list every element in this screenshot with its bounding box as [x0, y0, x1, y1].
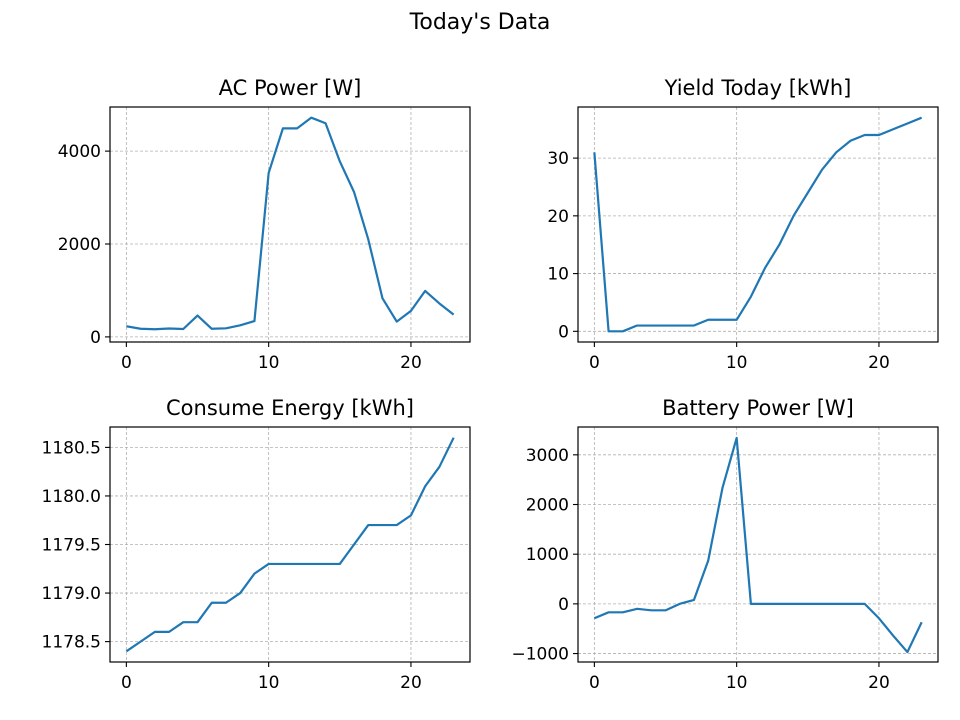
- battery-power-ytick-label-4: 3000: [526, 446, 569, 466]
- battery-power-axes-frame: [577, 426, 939, 663]
- yield-today-ytick-label-0: 0: [558, 322, 569, 342]
- consume-energy-chart: 0 10 20 1178.5 1179.0 1179.5 1180.0 1180.5 Consu…: [42, 396, 471, 693]
- ac-power-ytick-label-0: 0: [90, 328, 101, 348]
- figure-title: Today's Data: [409, 10, 551, 35]
- consume-energy-ytick-label-0: 1178.5: [42, 633, 101, 653]
- ac-power-xtick-label-1: 10: [258, 353, 280, 373]
- consume-energy-ytick-label-4: 1180.5: [42, 438, 101, 458]
- yield-today-chart: 0 10 20 0 10 20 30 Yield Today [kWh]: [547, 76, 939, 373]
- consume-energy-series-line: [125, 437, 455, 653]
- yield-today-ytick-label-1: 10: [547, 265, 569, 285]
- consume-energy-xtick-label-1: 10: [258, 673, 280, 693]
- ac-power-series-line: [126, 116, 455, 331]
- battery-power-chart: 0 10 20 −1000 0 1000 2000 3000 Battery Power [W]: [511, 396, 939, 693]
- ac-power-chart: 0 10 20 0 2000 4000 AC Power [W]: [58, 76, 471, 373]
- ac-power-xtick-label-2: 20: [400, 353, 422, 373]
- battery-power-ytick-label-1: 0: [558, 595, 569, 615]
- yield-today-title: Yield Today [kWh]: [664, 76, 852, 100]
- yield-today-ytick-label-3: 30: [547, 149, 569, 169]
- consume-energy-ytick-label-3: 1180.0: [42, 487, 101, 507]
- consume-energy-xtick-label-2: 20: [400, 673, 422, 693]
- battery-power-xtick-label-1: 10: [726, 673, 748, 693]
- ac-power-title: AC Power [W]: [219, 76, 362, 100]
- yield-today-xtick-label-1: 10: [726, 353, 748, 373]
- battery-power-ytick-label-2: 1000: [526, 545, 569, 565]
- battery-power-ytick-label-0: −1000: [511, 645, 569, 665]
- consume-energy-title: Consume Energy [kWh]: [166, 396, 414, 420]
- consume-energy-ytick-label-1: 1179.0: [42, 584, 101, 604]
- battery-power-xtick-label-0: 0: [589, 673, 600, 693]
- ac-power-ytick-label-1: 2000: [58, 235, 101, 255]
- ac-power-axes-frame: [109, 106, 471, 343]
- yield-today-xtick-label-2: 20: [868, 353, 890, 373]
- yield-today-xtick-label-0: 0: [589, 353, 600, 373]
- consume-energy-ytick-label-2: 1179.5: [42, 536, 101, 556]
- consume-energy-xtick-label-0: 0: [121, 673, 132, 693]
- ac-power-xtick-label-0: 0: [121, 353, 132, 373]
- yield-today-ytick-label-2: 20: [547, 207, 569, 227]
- yield-today-series-line: [593, 116, 923, 333]
- battery-power-series-line: [593, 436, 923, 654]
- battery-power-ytick-label-3: 2000: [526, 496, 569, 516]
- ac-power-ytick-label-2: 4000: [58, 142, 101, 162]
- yield-today-axes-frame: [577, 106, 939, 343]
- battery-power-title: Battery Power [W]: [662, 396, 854, 420]
- battery-power-xtick-label-2: 20: [868, 673, 890, 693]
